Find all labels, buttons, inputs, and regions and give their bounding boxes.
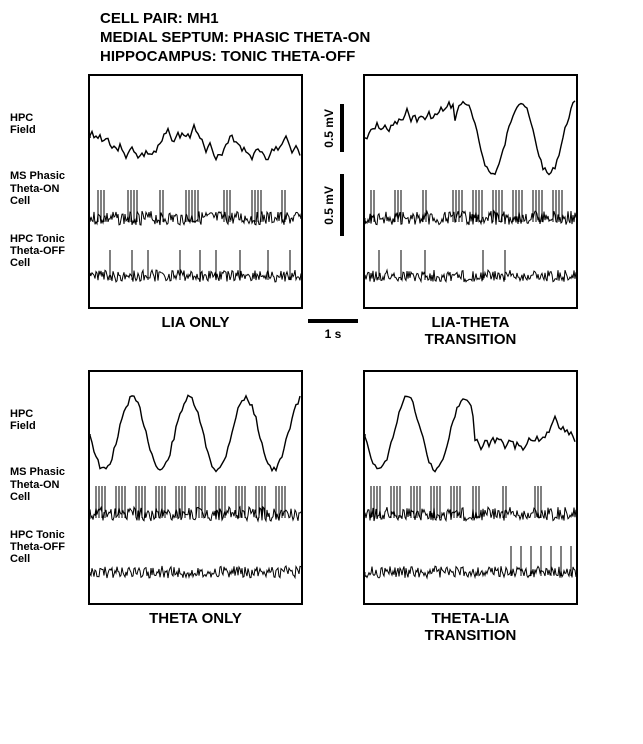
panel-row-1: HPC Field MS Phasic Theta-ON Cell HPC To… — [10, 74, 633, 309]
caption-row-2: THETA ONLY THETA-LIA TRANSITION — [10, 611, 633, 644]
scale-field-label: 0.5 mV — [322, 109, 336, 148]
caption-lia-theta-1: LIA-THETA — [431, 314, 509, 331]
scale-cell: 0.5 mV — [322, 174, 344, 236]
header-line3: HIPPOCAMPUS: TONIC THETA-OFF — [100, 48, 633, 67]
panel-lia-only — [88, 74, 303, 309]
header-line2: MEDIAL SEPTUM: PHASIC THETA-ON — [100, 29, 633, 48]
caption-row-1: LIA ONLY 1 s LIA-THETA TRANSITION — [10, 315, 633, 348]
panel-theta-lia-transition — [363, 370, 578, 605]
label-hpctonic-3: Cell — [10, 257, 30, 269]
caption-theta-lia-1: THETA-LIA — [431, 610, 509, 627]
label2-hpc-field-1: HPC — [10, 408, 33, 420]
scale-column: 0.5 mV 0.5 mV — [303, 74, 363, 309]
label-ms-1: MS Phasic — [10, 170, 65, 182]
label2-hpc-field-2: Field — [10, 420, 36, 432]
caption-theta-lia-2: TRANSITION — [425, 627, 517, 644]
scale-field-bar — [340, 104, 344, 152]
panel-lia-theta-transition — [363, 74, 578, 309]
caption-theta-only: THETA ONLY — [88, 611, 303, 628]
label2-hpctonic-1: HPC Tonic — [10, 529, 65, 541]
header-line1: CELL PAIR: MH1 — [100, 10, 633, 29]
caption-lia-theta-2: TRANSITION — [425, 331, 517, 348]
panel-theta-only — [88, 370, 303, 605]
time-scale-label: 1 s — [325, 327, 342, 341]
label-hpctonic-2: Theta-OFF — [10, 245, 65, 257]
panel-row-2: HPC Field MS Phasic Theta-ON Cell HPC To… — [10, 370, 633, 605]
figure-header: CELL PAIR: MH1 MEDIAL SEPTUM: PHASIC THE… — [100, 10, 633, 66]
label-hpc-field-2: Field — [10, 124, 36, 136]
label-hpc-field-1: HPC — [10, 112, 33, 124]
label-ms-3: Cell — [10, 195, 30, 207]
label2-hpctonic-2: Theta-OFF — [10, 541, 65, 553]
label-hpctonic-1: HPC Tonic — [10, 233, 65, 245]
caption-lia-only: LIA ONLY — [88, 315, 303, 332]
label-ms-2: Theta-ON — [10, 183, 60, 195]
scale-cell-label: 0.5 mV — [322, 186, 336, 225]
label2-ms-1: MS Phasic — [10, 466, 65, 478]
time-scale-bar — [308, 319, 358, 323]
scale-cell-bar — [340, 174, 344, 236]
label2-ms-2: Theta-ON — [10, 479, 60, 491]
label2-hpctonic-3: Cell — [10, 553, 30, 565]
scale-field: 0.5 mV — [322, 104, 344, 152]
label2-ms-3: Cell — [10, 491, 30, 503]
row-labels: HPC Field MS Phasic Theta-ON Cell HPC To… — [10, 74, 88, 309]
row-labels-2: HPC Field MS Phasic Theta-ON Cell HPC To… — [10, 370, 88, 605]
